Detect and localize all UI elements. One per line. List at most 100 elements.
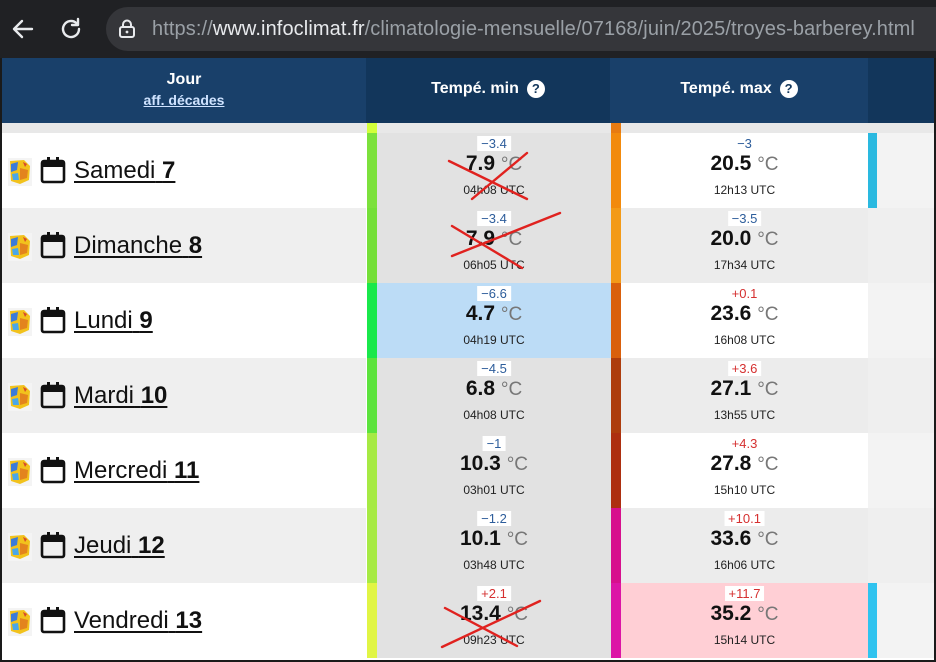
min-color-bar (367, 508, 377, 583)
browser-toolbar: https://www.infoclimat.fr/climatologie-m… (0, 0, 936, 58)
max-temp-value: 33.6 °C (621, 527, 868, 551)
max-color-bar (611, 283, 621, 358)
extra-cell (868, 433, 934, 508)
table-row: Mercredi 11 −1 10.3 °C 03h01 UTC +4.3 27… (2, 433, 934, 508)
min-value: 4.7 (465, 302, 496, 325)
day-link[interactable]: Dimanche 8 (74, 232, 202, 260)
decades-link[interactable]: aff. décades (143, 92, 225, 108)
min-anomaly: −1 (482, 436, 506, 451)
max-color-bar (611, 583, 621, 658)
unit: °C (757, 304, 779, 325)
max-temp-value: 27.1 °C (621, 377, 868, 401)
day-link[interactable]: Samedi 7 (74, 157, 175, 185)
max-temp-cell: +11.7 35.2 °C 15h14 UTC (621, 583, 868, 658)
min-temp-value: 10.3 °C (377, 452, 611, 476)
day-number: 13 (175, 607, 203, 634)
calendar-icon[interactable] (40, 531, 66, 559)
url-host: www.infoclimat.fr (212, 18, 365, 40)
weather-map-icon[interactable] (8, 233, 32, 261)
max-temp-time: 17h34 UTC (713, 258, 776, 272)
max-value: 23.6 (710, 302, 752, 325)
min-temp-value: 10.1 °C (377, 527, 611, 551)
min-temp-time: 06h05 UTC (463, 258, 525, 272)
help-icon[interactable]: ? (779, 80, 798, 98)
max-color-bar (611, 208, 621, 283)
calendar-icon[interactable] (40, 606, 66, 634)
extra-cell (868, 358, 934, 433)
max-temp-value: 20.5 °C (621, 152, 868, 176)
max-temp-time: 15h14 UTC (713, 633, 776, 647)
max-anomaly: −3.5 (727, 211, 762, 226)
day-name: Mardi (74, 382, 135, 409)
table-row: Vendredi 13 +2.1 13.4 °C 09h23 UTC +11.7… (2, 583, 934, 658)
min-value: 10.3 (459, 452, 501, 475)
calendar-icon[interactable] (40, 381, 66, 409)
day-cell: Dimanche 8 (2, 208, 366, 283)
day-name: Dimanche (74, 232, 183, 259)
day-link[interactable]: Mercredi 11 (74, 457, 199, 485)
min-value: 7.9 (465, 152, 496, 175)
max-temp-time: 16h08 UTC (713, 333, 776, 347)
unit: °C (757, 604, 779, 625)
unit: °C (757, 454, 779, 475)
site-info-icon[interactable] (116, 18, 138, 40)
day-cell: Samedi 7 (2, 133, 366, 208)
url-prefix: https:// (152, 18, 213, 40)
weather-map-icon[interactable] (8, 383, 32, 411)
extra-cell (868, 133, 934, 208)
weather-map-icon[interactable] (8, 533, 32, 561)
min-temp-value: 13.4 °C (377, 602, 611, 626)
day-link[interactable]: Jeudi 12 (74, 532, 165, 560)
day-number: 7 (162, 157, 176, 184)
day-number: 11 (174, 457, 200, 484)
reload-icon[interactable] (54, 12, 88, 46)
min-temp-cell: −6.6 4.7 °C 04h19 UTC (377, 283, 611, 358)
color-scale-bar (611, 123, 621, 133)
min-temp-value: 7.9 °C (377, 227, 611, 251)
min-temp-value: 4.7 °C (377, 302, 611, 326)
min-temp-time: 04h08 UTC (463, 408, 525, 422)
weather-map-icon[interactable] (8, 458, 32, 486)
max-temp-cell: −3.5 20.0 °C 17h34 UTC (621, 208, 868, 283)
header-extra-column (868, 58, 934, 123)
header-day-title: Jour (166, 71, 202, 88)
calendar-icon[interactable] (40, 156, 66, 184)
header-max-temp: Tempé. max ? (610, 58, 868, 123)
day-name: Mercredi (74, 457, 168, 484)
day-link[interactable]: Lundi 9 (74, 307, 153, 335)
table-row: Mardi 10 −4.5 6.8 °C 04h08 UTC +3.6 27.1… (2, 358, 934, 433)
min-temp-cell: −1 10.3 °C 03h01 UTC (377, 433, 611, 508)
day-cell: Mercredi 11 (2, 433, 366, 508)
max-color-bar (611, 508, 621, 583)
weather-map-icon[interactable] (8, 308, 32, 336)
min-temp-cell: −3.4 7.9 °C 04h08 UTC (377, 133, 611, 208)
max-temp-time: 12h13 UTC (713, 183, 776, 197)
calendar-icon[interactable] (40, 456, 66, 484)
weather-map-icon[interactable] (8, 158, 32, 186)
max-temp-value: 35.2 °C (621, 602, 868, 626)
day-name: Lundi (74, 307, 133, 334)
calendar-icon[interactable] (40, 231, 66, 259)
extra-color-bar (868, 133, 877, 208)
max-anomaly: +0.1 (727, 286, 762, 301)
header-min-temp: Tempé. min ? (366, 58, 610, 123)
day-link[interactable]: Vendredi 13 (74, 607, 202, 635)
day-cell: Vendredi 13 (2, 583, 366, 658)
day-cell: Lundi 9 (2, 283, 366, 358)
address-bar[interactable]: https://www.infoclimat.fr/climatologie-m… (106, 7, 936, 51)
max-temp-time: 13h55 UTC (713, 408, 776, 422)
help-icon[interactable]: ? (526, 80, 545, 98)
calendar-icon[interactable] (40, 306, 66, 334)
unit: °C (506, 529, 529, 550)
min-anomaly: −6.6 (477, 286, 511, 301)
unit: °C (500, 304, 523, 325)
back-arrow-icon[interactable] (6, 12, 40, 46)
min-temp-time: 04h19 UTC (463, 333, 525, 347)
url-path: /climatologie-mensuelle/07168/juin/2025/… (364, 18, 915, 40)
weather-map-icon[interactable] (8, 608, 32, 636)
min-temp-cell: −3.4 7.9 °C 06h05 UTC (377, 208, 611, 283)
extra-cell (868, 283, 934, 358)
min-temp-time: 03h48 UTC (463, 558, 525, 572)
day-link[interactable]: Mardi 10 (74, 382, 167, 410)
min-temp-time: 03h01 UTC (463, 483, 525, 497)
